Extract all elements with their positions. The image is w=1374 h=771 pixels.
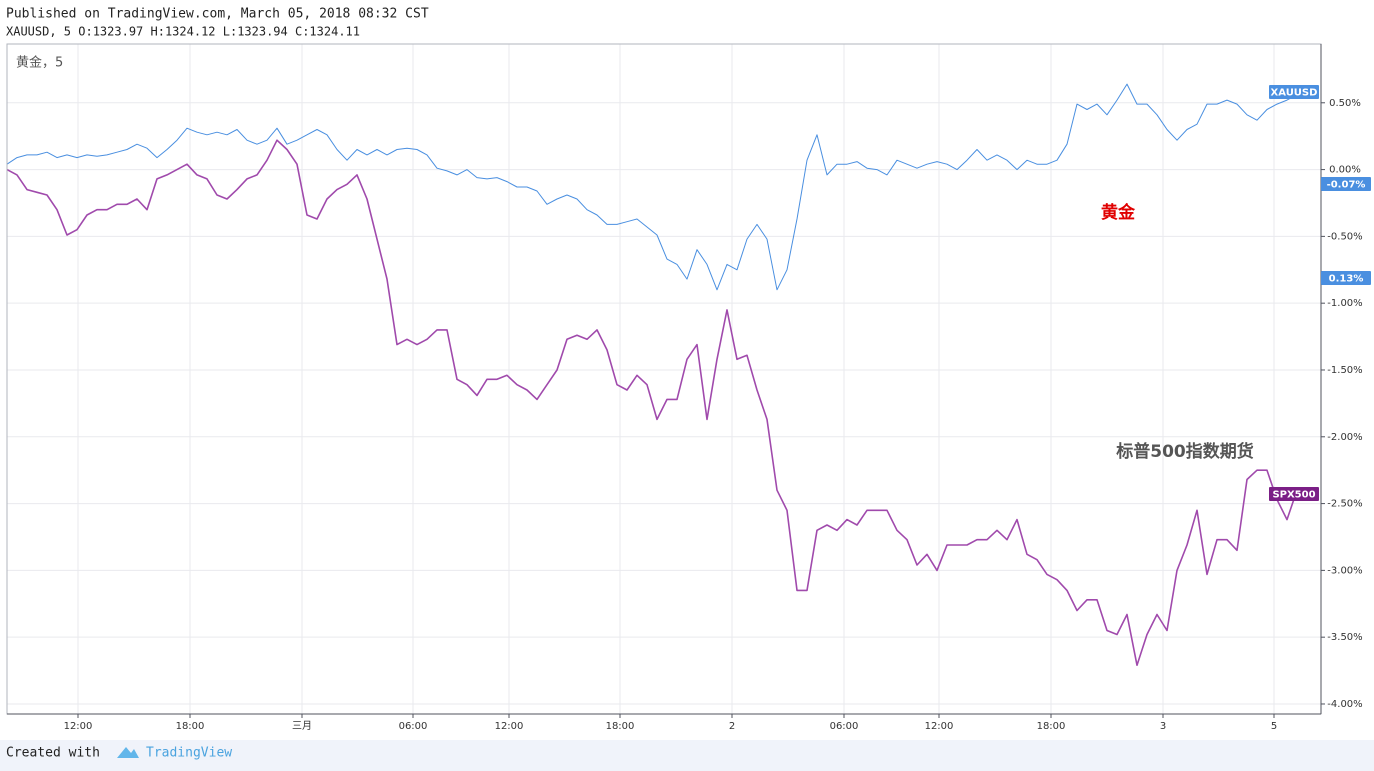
x-tick-label: 18:00	[176, 721, 205, 732]
y-tick-label: 0.50%	[1329, 98, 1361, 109]
x-tick-label: 三月	[292, 720, 312, 732]
y-tick-label: -3.00%	[1327, 565, 1362, 576]
grid	[7, 44, 1321, 714]
x-tick-label: 18:00	[606, 721, 635, 732]
annotation: 黄金	[1101, 202, 1136, 223]
y-tick-label: -2.00%	[1327, 432, 1362, 443]
logo-icon	[117, 747, 139, 758]
axis-badge	[1269, 85, 1319, 99]
header: Published on TradingView.com, March 05, …	[6, 7, 429, 22]
axis-badge-label: 0.13%	[1329, 274, 1364, 285]
x-tick-label: 12:00	[64, 721, 93, 732]
series-line	[6, 139, 1298, 666]
tv-logo	[117, 747, 139, 758]
footer-brand: TradingView	[146, 746, 232, 761]
y-tick-label: -0.50%	[1327, 231, 1362, 242]
axis-badge-label: SPX500	[1272, 490, 1315, 501]
x-tick-label: 18:00	[1037, 721, 1066, 732]
x-tick-label: 12:00	[495, 721, 524, 732]
y-tick-label: -2.50%	[1327, 499, 1362, 510]
y-tick-label: 0.00%	[1329, 165, 1361, 176]
footer-prefix: Created with	[6, 746, 100, 761]
footer-bar	[0, 740, 1374, 771]
y-tick-label: -3.50%	[1327, 632, 1362, 643]
annotation: 标普500指数期货	[1116, 441, 1254, 462]
ohlc: XAUUSD, 5 O:1323.97 H:1324.12 L:1323.94 …	[6, 25, 360, 39]
axis-badge-label: -0.07%	[1327, 180, 1366, 191]
axis-badge	[1269, 487, 1319, 501]
x-tick-label: 06:00	[830, 721, 859, 732]
y-tick-label: -1.00%	[1327, 298, 1362, 309]
lines	[6, 83, 1298, 666]
y-tick-label: -4.00%	[1327, 699, 1362, 710]
axis-badge	[1321, 271, 1371, 285]
axis-badge-label: XAUUSD	[1271, 88, 1318, 99]
legend-title: 黄金，5	[16, 55, 63, 71]
badges: XAUUSD SPX500 -0.07% 0.13%	[1269, 85, 1371, 501]
x-tick-label: 2	[729, 721, 735, 732]
x-tick-label: 12:00	[925, 721, 954, 732]
x-tick-label: 06:00	[399, 721, 428, 732]
series-line	[6, 83, 1298, 291]
x-tick-label: 3	[1160, 721, 1166, 732]
axis-badge	[1321, 177, 1371, 191]
y-tick-label: -1.50%	[1327, 365, 1362, 376]
x-tick-label: 5	[1271, 721, 1277, 732]
